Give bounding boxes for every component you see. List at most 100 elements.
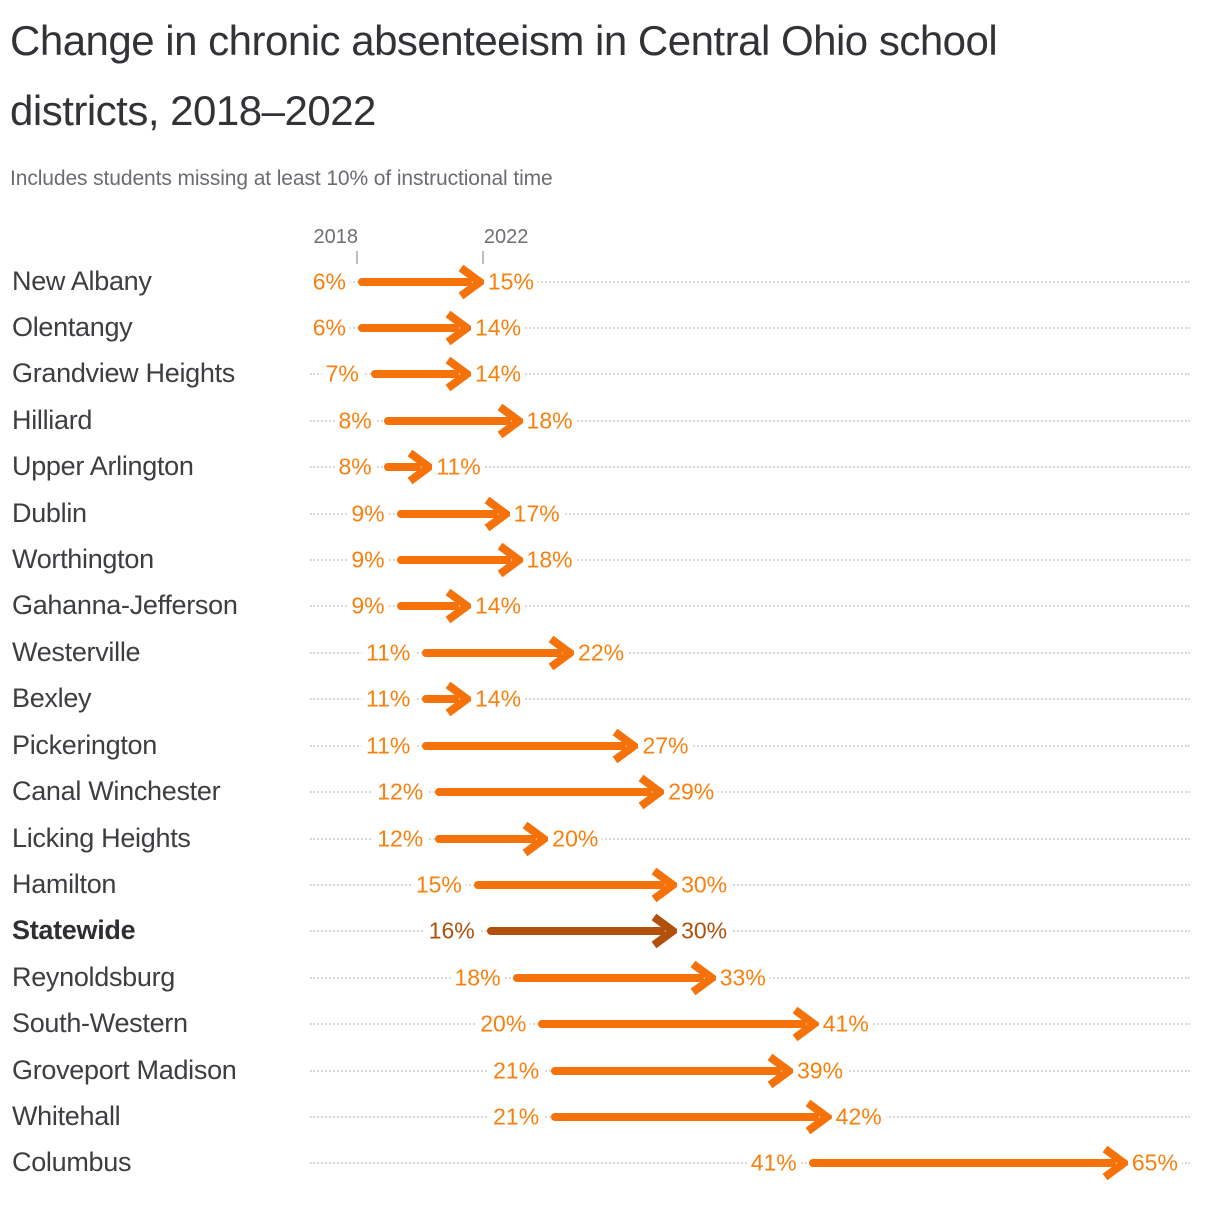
district-label: Hilliard <box>12 403 105 438</box>
axis-tick-2018 <box>355 251 358 264</box>
chart-subtitle: Includes students missing at least 10% o… <box>10 167 553 190</box>
leader-dotted-line <box>310 373 1190 376</box>
change-arrow-icon <box>370 357 474 392</box>
value-2018: 9% <box>347 591 389 621</box>
district-label: New Albany <box>12 264 164 299</box>
value-2018: 12% <box>373 777 428 807</box>
value-2022: 18% <box>522 406 577 436</box>
value-2018: 6% <box>308 313 350 343</box>
value-2022: 14% <box>471 359 526 389</box>
chart-row: Dublin 9% 17% <box>0 491 1220 537</box>
chart-row: Columbus 41% 65% <box>0 1140 1220 1186</box>
district-label: Groveport Madison <box>12 1053 249 1088</box>
value-2018: 41% <box>746 1148 801 1178</box>
value-2022: 14% <box>471 684 526 714</box>
district-label: Westerville <box>12 635 153 670</box>
change-arrow-icon <box>422 728 642 763</box>
value-2018: 11% <box>362 731 415 761</box>
chart-row: Statewide 16% 30% <box>0 908 1220 954</box>
value-2022: 42% <box>831 1102 886 1132</box>
value-2022: 14% <box>471 313 526 343</box>
value-2018: 6% <box>308 267 350 296</box>
leader-dotted-line <box>310 466 1190 469</box>
value-2022: 22% <box>574 638 629 668</box>
change-arrow-icon <box>357 264 487 299</box>
chart-row: Licking Heights 12% 20% <box>0 816 1220 862</box>
chart-row: Westerville 11% 22% <box>0 630 1220 676</box>
district-label: Bexley <box>12 682 104 717</box>
chart-row: Canal Winchester 12% 29% <box>0 769 1220 815</box>
district-label: Dublin <box>12 496 99 531</box>
value-2018: 11% <box>362 684 415 714</box>
district-label: South-Western <box>12 1007 200 1042</box>
value-2022: 17% <box>509 499 564 529</box>
district-label: Hamilton <box>12 867 129 902</box>
value-2022: 14% <box>471 591 526 621</box>
change-arrow-icon <box>422 682 475 717</box>
district-label: Canal Winchester <box>12 775 233 810</box>
change-arrow-icon <box>473 867 680 903</box>
leader-dotted-line <box>310 791 1190 794</box>
chart-row: Gahanna-Jefferson 9% 14% <box>0 583 1220 629</box>
district-label: Olentangy <box>12 310 145 345</box>
change-arrow-icon <box>486 914 680 949</box>
district-label: Pickerington <box>12 728 169 763</box>
value-2018: 8% <box>334 452 376 482</box>
change-arrow-icon <box>538 1006 822 1042</box>
leader-dotted-line <box>310 326 1190 329</box>
value-2022: 27% <box>638 731 693 761</box>
district-label: Statewide <box>12 914 148 949</box>
leader-dotted-line <box>310 605 1190 608</box>
value-2018: 20% <box>476 1009 531 1039</box>
change-arrow-icon <box>551 1099 834 1135</box>
chart-row: Pickerington 11% 27% <box>0 723 1220 769</box>
value-2018: 8% <box>334 406 376 436</box>
axis-tick-2022 <box>481 251 484 264</box>
chart-row: Grandview Heights 7% 14% <box>0 351 1220 397</box>
chart-row: Worthington 9% 18% <box>0 537 1220 583</box>
change-arrow-icon <box>551 1053 796 1088</box>
change-arrow-icon <box>396 496 513 531</box>
change-arrow-icon <box>396 542 526 578</box>
leader-dotted-line <box>310 883 1190 886</box>
change-arrow-icon <box>808 1146 1131 1181</box>
change-arrow-icon <box>396 589 474 624</box>
value-2022: 39% <box>793 1056 848 1086</box>
district-label: Grandview Heights <box>12 357 248 392</box>
district-label: Reynoldsburg <box>12 960 188 995</box>
value-2022: 18% <box>522 545 577 575</box>
chart-row: Reynoldsburg 18% 33% <box>0 955 1220 1001</box>
leader-dotted-line <box>310 419 1190 422</box>
change-arrow-icon <box>383 403 526 438</box>
value-2022: 11% <box>432 452 485 482</box>
axis-label-2018: 2018 <box>313 226 358 248</box>
chart-title: Change in chronic absenteeism in Central… <box>10 17 998 134</box>
change-arrow-icon <box>383 449 436 485</box>
leader-dotted-line <box>310 280 1190 283</box>
district-label: Whitehall <box>12 1100 133 1135</box>
leader-dotted-line <box>310 559 1190 562</box>
district-label: Upper Arlington <box>12 450 206 485</box>
value-2018: 12% <box>373 824 428 854</box>
value-2018: 21% <box>489 1102 544 1132</box>
change-arrow-icon <box>435 774 667 810</box>
value-2018: 7% <box>321 359 363 389</box>
axis-label-2022: 2022 <box>483 226 529 248</box>
chart-row: Upper Arlington 8% 11% <box>0 444 1220 490</box>
leader-dotted-line <box>310 698 1190 701</box>
chart-row: Olentangy 6% 14% <box>0 305 1220 351</box>
value-2018: 9% <box>347 545 389 575</box>
chart-row: Whitehall 21% 42% <box>0 1094 1220 1140</box>
chart-row: South-Western 20% 41% <box>0 1001 1220 1047</box>
value-2018: 15% <box>411 870 466 900</box>
leader-dotted-line <box>310 744 1190 747</box>
value-2022: 33% <box>715 963 770 993</box>
chart-row: Bexley 11% 14% <box>0 676 1220 722</box>
value-2018: 11% <box>362 638 415 668</box>
change-arrow-icon <box>435 821 551 856</box>
value-2022: 65% <box>1127 1148 1182 1178</box>
change-arrow-icon <box>422 635 578 671</box>
value-2022: 41% <box>818 1009 873 1039</box>
leader-dotted-line <box>310 651 1190 654</box>
